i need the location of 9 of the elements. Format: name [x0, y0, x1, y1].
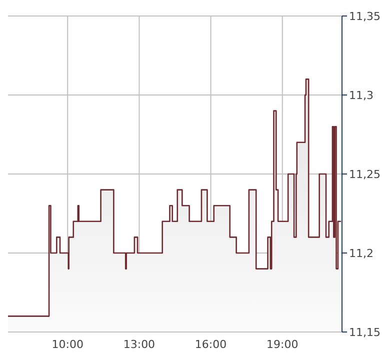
- y-tick-label: 11,25: [349, 168, 380, 181]
- x-tick-label: 16:00: [194, 338, 227, 351]
- y-tick-label: 11,15: [349, 326, 380, 339]
- y-tick-label: 11,2: [349, 246, 374, 260]
- x-tick-label: 19:00: [266, 338, 298, 351]
- y-tick-label: 11,35: [349, 10, 380, 23]
- x-tick-label: 13:00: [123, 338, 156, 351]
- y-tick-label: 11,3: [349, 88, 374, 102]
- x-tick-label: 10:00: [52, 338, 84, 351]
